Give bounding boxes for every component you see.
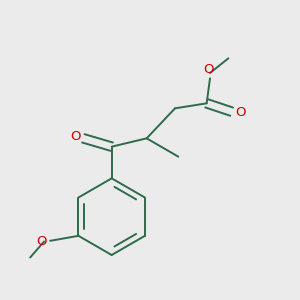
Text: O: O (203, 63, 213, 76)
Text: O: O (36, 235, 47, 248)
Text: O: O (235, 106, 246, 119)
Text: O: O (70, 130, 81, 143)
